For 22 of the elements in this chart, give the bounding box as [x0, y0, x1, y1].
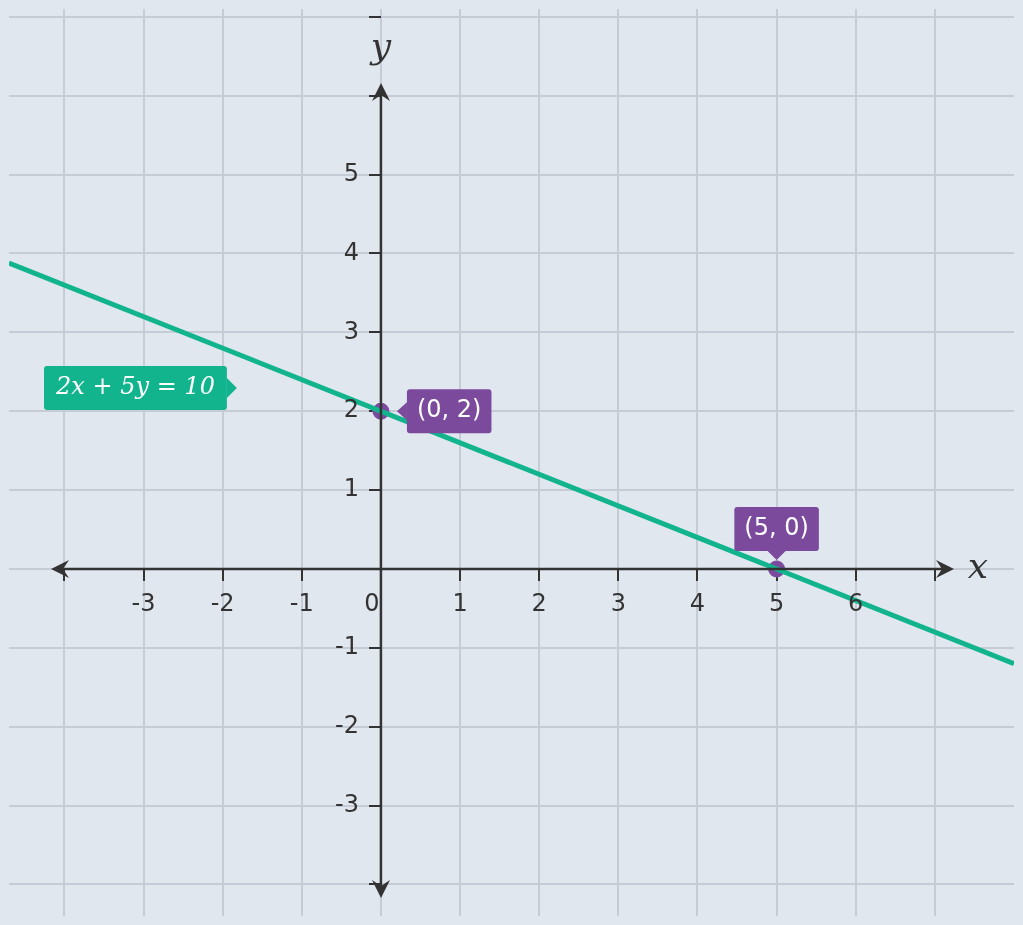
- x-axis-title: x: [967, 545, 989, 587]
- x-tick-label: 3: [610, 589, 626, 618]
- y-tick-label: 1: [343, 474, 359, 503]
- x-tick-label: -2: [210, 589, 235, 618]
- data-label: (5, 0): [744, 513, 809, 542]
- x-tick-label: 2: [531, 589, 547, 618]
- y-tick-label: 2: [343, 395, 359, 424]
- x-tick-label: 5: [768, 589, 785, 618]
- x-tick-label: -3: [131, 589, 156, 618]
- y-tick-label: 4: [343, 237, 359, 266]
- y-tick-label: -1: [334, 632, 359, 661]
- x-tick-label: 1: [452, 589, 468, 618]
- y-tick-label: 5: [343, 158, 359, 187]
- y-tick-label: -3: [334, 789, 359, 818]
- x-tick-label: 4: [689, 589, 706, 618]
- x-tick-label: -1: [289, 589, 314, 618]
- data-label: (0, 2): [416, 395, 482, 424]
- y-axis-title: y: [368, 25, 392, 67]
- y-tick-label: -2: [334, 710, 359, 739]
- x-tick-label: 0: [364, 589, 380, 618]
- legend-label: 2x + 5y = 10: [55, 372, 215, 401]
- y-tick-label: 3: [343, 316, 359, 345]
